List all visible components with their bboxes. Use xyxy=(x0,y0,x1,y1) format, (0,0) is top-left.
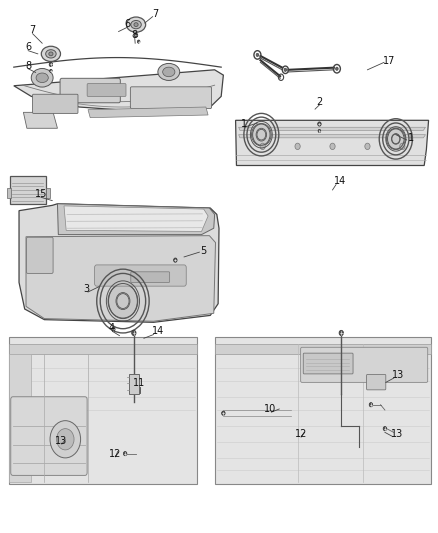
Text: 14: 14 xyxy=(334,176,346,187)
Text: 17: 17 xyxy=(383,56,396,66)
Ellipse shape xyxy=(46,50,56,58)
Ellipse shape xyxy=(41,46,60,61)
Bar xyxy=(130,374,139,394)
Circle shape xyxy=(400,143,405,150)
Ellipse shape xyxy=(31,68,53,87)
Polygon shape xyxy=(10,354,31,482)
Polygon shape xyxy=(239,135,426,138)
Text: 2: 2 xyxy=(316,96,322,107)
Text: 15: 15 xyxy=(35,189,47,199)
Circle shape xyxy=(134,33,138,37)
Circle shape xyxy=(284,68,287,71)
FancyBboxPatch shape xyxy=(131,87,212,109)
Text: 8: 8 xyxy=(25,61,31,70)
Ellipse shape xyxy=(251,124,271,146)
Ellipse shape xyxy=(386,128,405,150)
Circle shape xyxy=(383,426,387,431)
Polygon shape xyxy=(10,337,197,484)
Ellipse shape xyxy=(127,17,146,32)
Polygon shape xyxy=(14,70,223,112)
Circle shape xyxy=(132,330,136,336)
Circle shape xyxy=(318,122,321,126)
Text: 13: 13 xyxy=(391,429,403,439)
Circle shape xyxy=(50,421,81,458)
FancyBboxPatch shape xyxy=(10,175,46,204)
Ellipse shape xyxy=(49,52,53,56)
Text: 1: 1 xyxy=(408,133,414,143)
Ellipse shape xyxy=(134,23,138,27)
Polygon shape xyxy=(19,204,219,322)
Polygon shape xyxy=(23,112,57,128)
Circle shape xyxy=(49,62,53,67)
Text: 8: 8 xyxy=(132,30,138,40)
Circle shape xyxy=(49,69,52,72)
Polygon shape xyxy=(64,206,208,231)
Circle shape xyxy=(138,40,140,43)
Text: 11: 11 xyxy=(134,378,146,389)
Text: 13: 13 xyxy=(392,370,404,381)
Circle shape xyxy=(124,451,127,456)
Polygon shape xyxy=(88,107,208,118)
FancyBboxPatch shape xyxy=(26,237,53,273)
Text: 10: 10 xyxy=(265,404,277,414)
Circle shape xyxy=(336,67,338,70)
FancyBboxPatch shape xyxy=(131,272,170,282)
Circle shape xyxy=(318,130,321,133)
Text: 14: 14 xyxy=(152,326,164,336)
Ellipse shape xyxy=(162,67,175,77)
Polygon shape xyxy=(10,344,197,354)
Ellipse shape xyxy=(158,63,180,80)
Polygon shape xyxy=(215,344,431,354)
Polygon shape xyxy=(57,204,215,235)
Text: 12: 12 xyxy=(295,429,307,439)
FancyBboxPatch shape xyxy=(11,397,87,475)
FancyBboxPatch shape xyxy=(300,348,427,382)
Circle shape xyxy=(330,143,335,150)
FancyBboxPatch shape xyxy=(367,374,386,390)
Text: 7: 7 xyxy=(29,26,35,36)
Circle shape xyxy=(222,411,225,415)
Text: 5: 5 xyxy=(201,246,207,255)
Ellipse shape xyxy=(108,284,138,318)
FancyBboxPatch shape xyxy=(32,94,78,114)
Text: 13: 13 xyxy=(55,436,67,446)
Circle shape xyxy=(57,429,74,450)
Text: 6: 6 xyxy=(25,43,31,52)
Polygon shape xyxy=(236,120,428,165)
Polygon shape xyxy=(26,236,215,321)
Circle shape xyxy=(339,330,343,336)
Circle shape xyxy=(112,327,115,332)
Ellipse shape xyxy=(36,73,48,83)
Polygon shape xyxy=(239,127,426,131)
Circle shape xyxy=(260,143,265,150)
Text: 1: 1 xyxy=(241,119,247,129)
Text: 3: 3 xyxy=(84,285,90,294)
Circle shape xyxy=(369,402,373,407)
Circle shape xyxy=(365,143,370,150)
Ellipse shape xyxy=(131,20,141,29)
FancyBboxPatch shape xyxy=(95,265,186,286)
Polygon shape xyxy=(215,337,431,484)
Bar xyxy=(7,188,11,198)
Circle shape xyxy=(173,258,177,262)
FancyBboxPatch shape xyxy=(303,353,353,374)
FancyBboxPatch shape xyxy=(60,78,120,103)
Text: 4: 4 xyxy=(108,323,114,333)
Text: 7: 7 xyxy=(152,9,159,19)
Circle shape xyxy=(256,53,259,56)
Text: 12: 12 xyxy=(110,449,122,458)
Circle shape xyxy=(295,143,300,150)
FancyBboxPatch shape xyxy=(87,84,126,96)
Text: 6: 6 xyxy=(124,19,131,29)
Bar xyxy=(46,188,49,198)
